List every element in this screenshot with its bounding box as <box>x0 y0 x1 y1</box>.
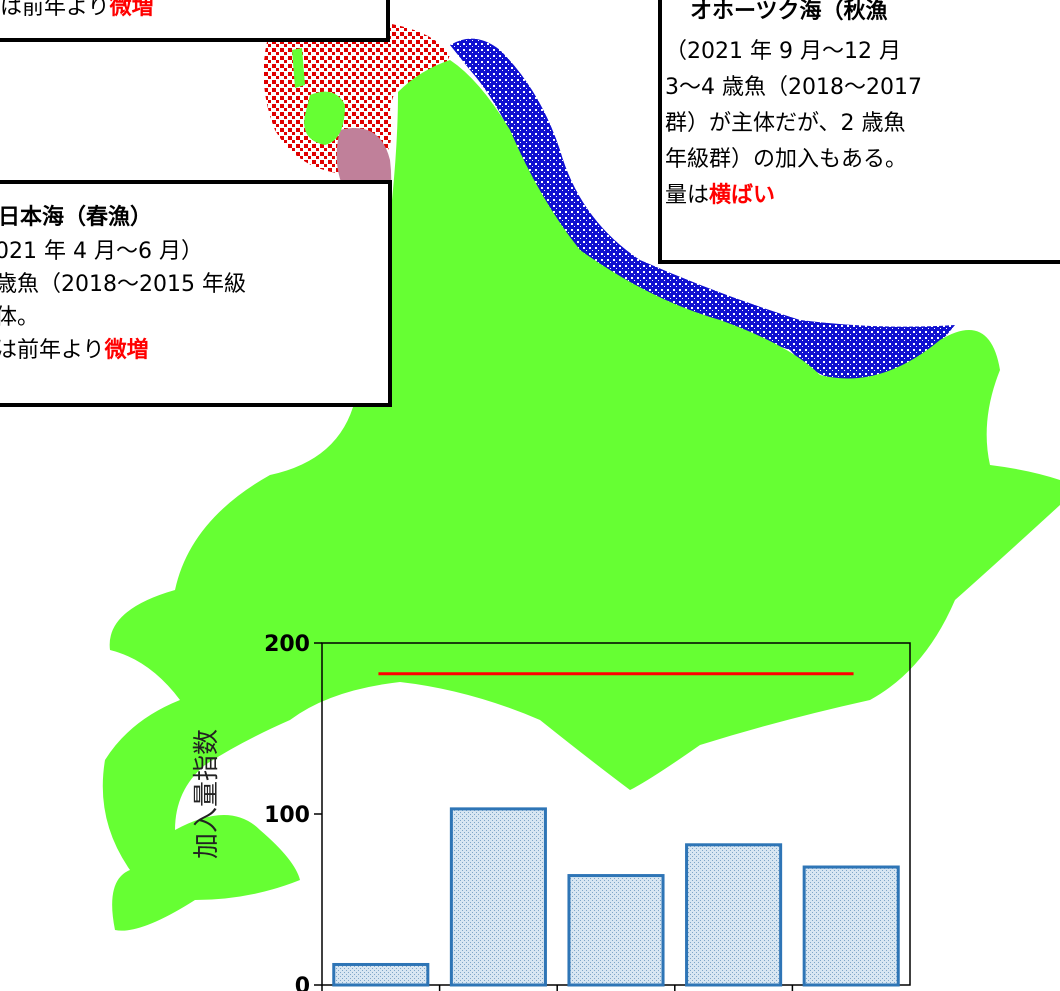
highlight-text: 微増 <box>109 0 154 20</box>
highlight-text: 微増 <box>104 337 149 363</box>
box-line: は前年より微増 <box>0 0 154 20</box>
line-text: 体。 <box>0 305 39 330</box>
line-text: は前年より <box>0 0 110 20</box>
y-axis-label: 加入量指数 <box>192 729 222 859</box>
box-line: 群）が主体だが、2 歳魚 <box>665 111 906 136</box>
y-tick-label: 0 <box>295 974 310 991</box>
y-tick-label: 100 <box>264 803 310 828</box>
box-frame <box>0 0 390 42</box>
bar <box>567 874 665 987</box>
text-box: オホーツク海（秋漁 （2021 年 9 月～12 月 3～4 歳魚（2018～201… <box>658 0 1060 264</box>
bar <box>449 807 547 987</box>
line-text: 年級群）の加入もある。 <box>665 147 907 172</box>
text-box: 日本海（春漁） 021 年 4 月～6 月） 歳魚（2018～2015 年級体。は前… <box>0 180 392 407</box>
line-text: 021 年 4 月～6 月） <box>0 239 203 264</box>
box-line: （2021 年 9 月～12 月 <box>665 39 901 64</box>
box-line: 量は横ばい <box>665 183 775 208</box>
box-line: 021 年 4 月～6 月） <box>0 239 203 264</box>
y-tick-label: 200 <box>264 632 310 657</box>
box-title: 日本海（春漁） <box>0 204 152 230</box>
box-title: オホーツク海（秋漁 <box>690 0 888 24</box>
hokkaido-land <box>102 60 1060 931</box>
chart: 加入量指数 0 100 200 <box>192 632 911 991</box>
box-line: 体。 <box>0 305 39 330</box>
line-text: 3～4 歳魚（2018～2017 <box>665 75 922 100</box>
box-line: 3～4 歳魚（2018～2017 <box>665 75 922 100</box>
line-text: （2021 年 9 月～12 月 <box>665 39 901 64</box>
box-line: 歳魚（2018～2015 年級 <box>0 272 246 297</box>
line-text: 量は <box>665 183 709 208</box>
island <box>304 91 345 145</box>
island <box>292 48 305 88</box>
bar <box>802 865 900 987</box>
bar <box>685 843 783 987</box>
bar <box>332 962 430 987</box>
box-line: は前年より微増 <box>0 337 149 363</box>
box-frame <box>658 0 1060 264</box>
line-text: は前年より <box>0 338 105 363</box>
box-line: 年級群）の加入もある。 <box>665 147 907 172</box>
line-text: 群）が主体だが、2 歳魚 <box>665 111 906 136</box>
box-frame <box>0 180 392 407</box>
text-box: は前年より微増 <box>0 0 390 42</box>
line-text: 歳魚（2018～2015 年級 <box>0 272 246 297</box>
highlight-text: 横ばい <box>709 183 775 208</box>
